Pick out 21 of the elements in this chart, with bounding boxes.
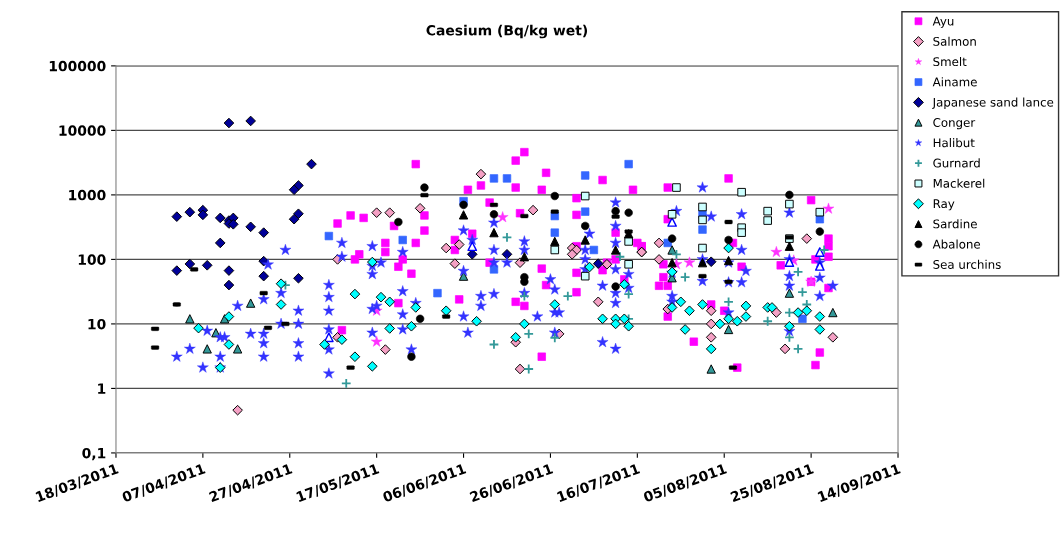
legend-label: Halibut: [933, 138, 975, 148]
legend-label: Abalone: [932, 239, 981, 249]
legend-label: Ray: [933, 199, 955, 211]
legend-label: Mackerel: [933, 178, 985, 188]
legend-label: Ayu: [932, 16, 954, 28]
legend-label: Gurnard: [933, 158, 980, 168]
y-tick-label: 10: [88, 318, 106, 330]
legend-label: Salmon: [933, 36, 976, 46]
legend-label: Sardine: [933, 219, 977, 229]
y-tick-label: 100000: [49, 60, 106, 72]
legend-label: Sea urchins: [933, 259, 1001, 269]
legend-label: Smelt: [933, 56, 967, 67]
legend-label: Japanese sand lance: [932, 97, 1054, 109]
legend-label: Conger: [933, 118, 976, 130]
y-tick-label: 10000: [59, 125, 106, 136]
y-tick-label: 1: [98, 383, 106, 394]
y-tick-label: 1000: [69, 189, 106, 201]
chart-title: Caesium (Bq/kg wet): [426, 24, 588, 39]
y-tick-label: 100: [78, 254, 106, 265]
y-tick-label: 0,1: [82, 447, 106, 461]
legend-label: Ainame: [932, 77, 977, 87]
